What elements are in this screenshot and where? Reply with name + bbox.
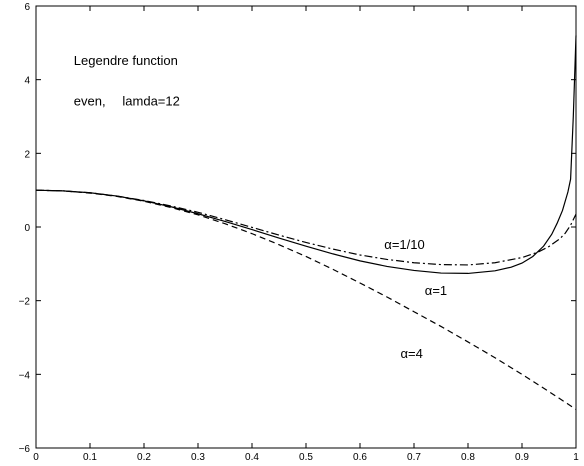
labels-layer: α=1/10 α=1 α=4 Legendre function even, lamda=… xyxy=(74,53,447,361)
series-label-2: α=4 xyxy=(401,346,423,361)
series-line-1 xyxy=(35,35,577,275)
series-label-1: α=1 xyxy=(425,283,447,298)
x-tick-label: 0.7 xyxy=(407,452,421,463)
x-tick-label: 0.4 xyxy=(245,452,259,463)
annotation-lambda: lamda=12 xyxy=(122,93,179,108)
annotation-title: Legendre function xyxy=(74,53,178,68)
y-tick-label: 4 xyxy=(24,76,30,87)
x-tick-label: 0.3 xyxy=(191,452,205,463)
x-tick-label: 0.5 xyxy=(299,452,313,463)
x-tick-label: 1 xyxy=(573,452,579,463)
y-tick-label: 6 xyxy=(24,2,30,13)
series-line-2 xyxy=(35,189,577,410)
axis-ticks: 0 0.1 0.2 0.3 0.4 0.5 0.6 0.7 0.8 0.9 1 −6 −4 −2 0 2 4 6 xyxy=(19,2,580,463)
x-tick-label: 0.8 xyxy=(461,452,475,463)
y-tick-label: −6 xyxy=(19,444,31,455)
y-tick-label: 2 xyxy=(24,149,30,160)
x-tick-label: 0 xyxy=(33,452,39,463)
x-tick-label: 0.6 xyxy=(353,452,367,463)
plot-frame xyxy=(35,5,577,449)
y-tick-label: 0 xyxy=(24,223,30,234)
x-tick-label: 0.9 xyxy=(515,452,529,463)
series-layer xyxy=(35,35,577,410)
annotation-parity: even, xyxy=(74,93,106,108)
series-label-0: α=1/10 xyxy=(384,237,424,252)
series-line-0 xyxy=(35,189,577,266)
x-tick-label: 0.1 xyxy=(83,452,97,463)
y-tick-label: −2 xyxy=(19,297,31,308)
x-tick-label: 0.2 xyxy=(137,452,151,463)
y-tick-label: −4 xyxy=(19,370,31,381)
